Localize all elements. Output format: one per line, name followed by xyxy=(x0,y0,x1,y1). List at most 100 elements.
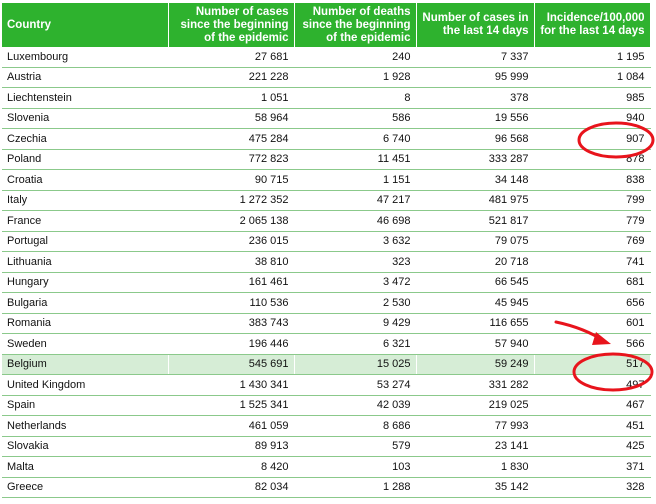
cell-country: Austria xyxy=(2,67,169,88)
table-row-liechtenstein: Liechtenstein 1 051 8 378 985 xyxy=(2,87,651,109)
cell-cases-14-days: 59 249 xyxy=(416,354,535,375)
cell-incidence: 1 195 xyxy=(534,47,651,68)
table-row-italy: Italy 1 272 352 47 217 481 975 799 xyxy=(2,190,651,211)
cell-country: Greece xyxy=(2,477,169,498)
cell-total-deaths: 11 451 xyxy=(294,149,417,170)
cell-country: Luxembourg xyxy=(2,47,169,68)
table-row-spain: Spain 1 525 341 42 039 219 025 467 xyxy=(2,395,651,416)
cell-total-cases: 236 015 xyxy=(168,231,295,252)
header-total-deaths: Number of deaths since the beginning of … xyxy=(294,3,417,47)
cell-incidence: 328 xyxy=(534,477,651,498)
cell-total-deaths: 6 321 xyxy=(294,333,417,355)
table-row-belgium: Belgium 545 691 15 025 59 249 517 xyxy=(2,354,651,375)
cell-cases-14-days: 219 025 xyxy=(416,395,535,416)
cell-total-cases: 161 461 xyxy=(168,272,295,293)
cell-cases-14-days: 481 975 xyxy=(416,190,535,211)
table-row-malta: Malta 8 420 103 1 830 371 xyxy=(2,456,651,478)
cell-cases-14-days: 96 568 xyxy=(416,128,535,150)
table-row-austria: Austria 221 228 1 928 95 999 1 084 xyxy=(2,67,651,88)
cell-total-deaths: 103 xyxy=(294,456,417,478)
cell-total-cases: 1 525 341 xyxy=(168,395,295,416)
table-row-lithuania: Lithuania 38 810 323 20 718 741 xyxy=(2,251,651,273)
cell-incidence: 907 xyxy=(534,128,651,150)
cell-cases-14-days: 19 556 xyxy=(416,108,535,129)
cell-total-deaths: 2 530 xyxy=(294,292,417,314)
cell-incidence: 799 xyxy=(534,190,651,211)
cell-total-cases: 545 691 xyxy=(168,354,295,375)
cell-total-cases: 38 810 xyxy=(168,251,295,273)
cell-country: Spain xyxy=(2,395,169,416)
cell-incidence: 878 xyxy=(534,149,651,170)
cell-total-deaths: 8 xyxy=(294,87,417,109)
cell-country: Belgium xyxy=(2,354,169,375)
cell-total-deaths: 3 632 xyxy=(294,231,417,252)
cell-total-deaths: 3 472 xyxy=(294,272,417,293)
header-incidence: Incidence/100,000 for the last 14 days xyxy=(534,3,651,47)
cell-total-deaths: 47 217 xyxy=(294,190,417,211)
cell-incidence: 566 xyxy=(534,333,651,355)
cell-total-cases: 89 913 xyxy=(168,436,295,457)
cell-total-deaths: 586 xyxy=(294,108,417,129)
cell-incidence: 769 xyxy=(534,231,651,252)
cell-country: France xyxy=(2,210,169,232)
cell-total-cases: 110 536 xyxy=(168,292,295,314)
cell-incidence: 467 xyxy=(534,395,651,416)
cell-country: Sweden xyxy=(2,333,169,355)
cell-cases-14-days: 66 545 xyxy=(416,272,535,293)
cell-country: Croatia xyxy=(2,169,169,191)
cell-cases-14-days: 1 830 xyxy=(416,456,535,478)
table-row-united-kingdom: United Kingdom 1 430 341 53 274 331 282 497 xyxy=(2,374,651,396)
cell-total-cases: 461 059 xyxy=(168,415,295,437)
cell-country: Romania xyxy=(2,313,169,334)
cell-country: Liechtenstein xyxy=(2,87,169,109)
cell-total-cases: 58 964 xyxy=(168,108,295,129)
cell-cases-14-days: 35 142 xyxy=(416,477,535,498)
table-row-luxembourg: Luxembourg 27 681 240 7 337 1 195 xyxy=(2,47,651,68)
cell-cases-14-days: 521 817 xyxy=(416,210,535,232)
cell-incidence: 656 xyxy=(534,292,651,314)
cell-total-cases: 383 743 xyxy=(168,313,295,334)
cell-total-cases: 1 272 352 xyxy=(168,190,295,211)
covid-incidence-table: Country Number of cases since the beginn… xyxy=(2,3,651,498)
cell-cases-14-days: 45 945 xyxy=(416,292,535,314)
cell-cases-14-days: 20 718 xyxy=(416,251,535,273)
cell-cases-14-days: 23 141 xyxy=(416,436,535,457)
cell-total-deaths: 46 698 xyxy=(294,210,417,232)
cell-cases-14-days: 7 337 xyxy=(416,47,535,68)
cell-incidence: 425 xyxy=(534,436,651,457)
cell-total-deaths: 6 740 xyxy=(294,128,417,150)
cell-total-deaths: 8 686 xyxy=(294,415,417,437)
cell-total-deaths: 15 025 xyxy=(294,354,417,375)
cell-country: Bulgaria xyxy=(2,292,169,314)
cell-cases-14-days: 331 282 xyxy=(416,374,535,396)
cell-country: Netherlands xyxy=(2,415,169,437)
cell-total-deaths: 42 039 xyxy=(294,395,417,416)
cell-total-deaths: 1 928 xyxy=(294,67,417,88)
header-country: Country xyxy=(2,3,169,47)
cell-cases-14-days: 57 940 xyxy=(416,333,535,355)
cell-total-cases: 82 034 xyxy=(168,477,295,498)
cell-cases-14-days: 77 993 xyxy=(416,415,535,437)
cell-country: Slovakia xyxy=(2,436,169,457)
table-row-france: France 2 065 138 46 698 521 817 779 xyxy=(2,210,651,232)
cell-cases-14-days: 378 xyxy=(416,87,535,109)
table-row-sweden: Sweden 196 446 6 321 57 940 566 xyxy=(2,333,651,355)
cell-total-deaths: 579 xyxy=(294,436,417,457)
cell-incidence: 779 xyxy=(534,210,651,232)
cell-cases-14-days: 116 655 xyxy=(416,313,535,334)
table-row-slovenia: Slovenia 58 964 586 19 556 940 xyxy=(2,108,651,129)
cell-total-cases: 1 051 xyxy=(168,87,295,109)
table-header: Country Number of cases since the beginn… xyxy=(2,3,651,47)
cell-country: Slovenia xyxy=(2,108,169,129)
table-row-slovakia: Slovakia 89 913 579 23 141 425 xyxy=(2,436,651,457)
cell-total-deaths: 9 429 xyxy=(294,313,417,334)
cell-country: United Kingdom xyxy=(2,374,169,396)
cell-total-deaths: 1 151 xyxy=(294,169,417,191)
cell-incidence: 940 xyxy=(534,108,651,129)
cell-incidence: 451 xyxy=(534,415,651,437)
table-row-hungary: Hungary 161 461 3 472 66 545 681 xyxy=(2,272,651,293)
cell-country: Malta xyxy=(2,456,169,478)
cell-total-deaths: 1 288 xyxy=(294,477,417,498)
cell-country: Italy xyxy=(2,190,169,211)
